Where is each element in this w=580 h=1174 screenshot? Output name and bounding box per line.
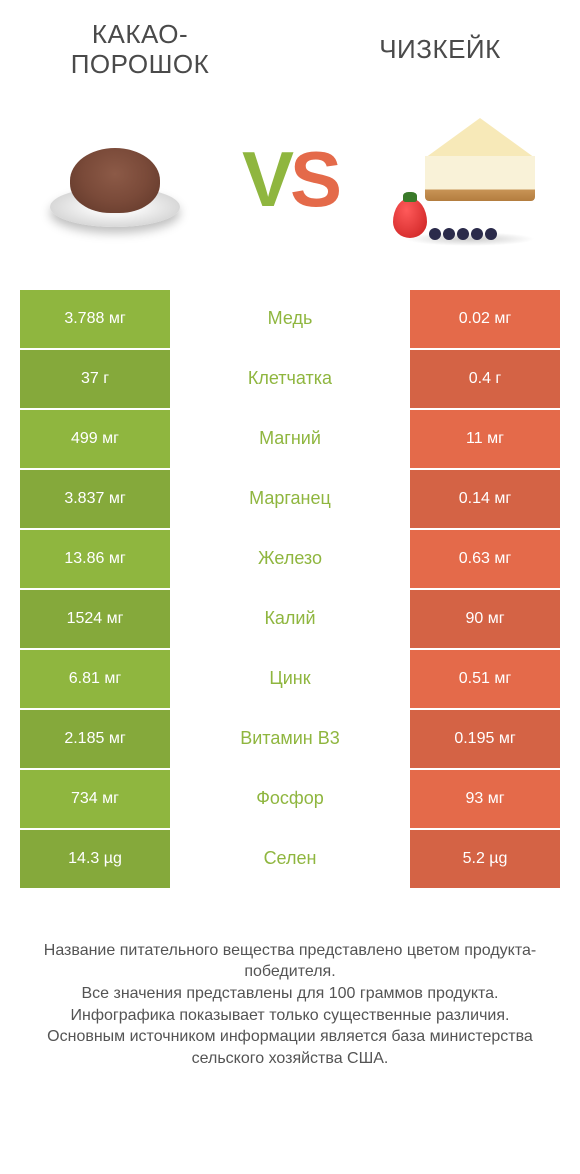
right-value: 5.2 µg — [410, 830, 560, 888]
vs-label: VS — [242, 134, 338, 225]
header-left: КАКАО-ПОРОШОК — [40, 20, 240, 80]
right-value: 0.14 мг — [410, 470, 560, 528]
nutrient-label: Цинк — [170, 650, 410, 708]
right-value: 0.51 мг — [410, 650, 560, 708]
images-row: VS — [0, 90, 580, 290]
nutrient-label: Железо — [170, 530, 410, 588]
right-value: 93 мг — [410, 770, 560, 828]
right-value: 90 мг — [410, 590, 560, 648]
nutrient-label: Магний — [170, 410, 410, 468]
footer-notes: Название питательного вещества представл… — [0, 890, 580, 1090]
table-row: 3.837 мгМарганец0.14 мг — [20, 470, 560, 528]
footer-line-3: Инфографика показывает только существенн… — [30, 1005, 550, 1027]
left-value: 1524 мг — [20, 590, 170, 648]
nutrient-label: Калий — [170, 590, 410, 648]
nutrient-label: Селен — [170, 830, 410, 888]
footer-line-2: Все значения представлены для 100 граммо… — [30, 983, 550, 1005]
table-row: 37 гКлетчатка0.4 г — [20, 350, 560, 408]
nutrient-label: Клетчатка — [170, 350, 410, 408]
left-value: 37 г — [20, 350, 170, 408]
table-row: 6.81 мгЦинк0.51 мг — [20, 650, 560, 708]
nutrient-label: Фосфор — [170, 770, 410, 828]
footer-line-1: Название питательного вещества представл… — [30, 940, 550, 983]
table-row: 1524 мгКалий90 мг — [20, 590, 560, 648]
comparison-table: 3.788 мгМедь0.02 мг37 гКлетчатка0.4 г499… — [0, 290, 580, 888]
left-value: 3.788 мг — [20, 290, 170, 348]
right-value: 0.195 мг — [410, 710, 560, 768]
footer-line-4: Основным источником информации является … — [30, 1026, 550, 1069]
cocoa-image — [30, 110, 200, 250]
header-right: ЧИЗКЕЙК — [340, 20, 540, 80]
table-row: 734 мгФосфор93 мг — [20, 770, 560, 828]
right-product-title: ЧИЗКЕЙК — [379, 35, 501, 65]
table-row: 14.3 µgСелен5.2 µg — [20, 830, 560, 888]
nutrient-label: Медь — [170, 290, 410, 348]
right-value: 0.63 мг — [410, 530, 560, 588]
right-value: 11 мг — [410, 410, 560, 468]
right-value: 0.4 г — [410, 350, 560, 408]
table-row: 13.86 мгЖелезо0.63 мг — [20, 530, 560, 588]
cheesecake-image — [380, 110, 550, 250]
table-row: 2.185 мгВитамин B30.195 мг — [20, 710, 560, 768]
right-value: 0.02 мг — [410, 290, 560, 348]
left-value: 13.86 мг — [20, 530, 170, 588]
vs-s: S — [290, 134, 338, 225]
left-value: 3.837 мг — [20, 470, 170, 528]
left-value: 734 мг — [20, 770, 170, 828]
nutrient-label: Марганец — [170, 470, 410, 528]
left-value: 2.185 мг — [20, 710, 170, 768]
left-product-title: КАКАО-ПОРОШОК — [40, 20, 240, 80]
header: КАКАО-ПОРОШОК ЧИЗКЕЙК — [0, 0, 580, 90]
table-row: 3.788 мгМедь0.02 мг — [20, 290, 560, 348]
left-value: 14.3 µg — [20, 830, 170, 888]
nutrient-label: Витамин B3 — [170, 710, 410, 768]
left-value: 6.81 мг — [20, 650, 170, 708]
vs-v: V — [242, 134, 290, 225]
left-value: 499 мг — [20, 410, 170, 468]
table-row: 499 мгМагний11 мг — [20, 410, 560, 468]
